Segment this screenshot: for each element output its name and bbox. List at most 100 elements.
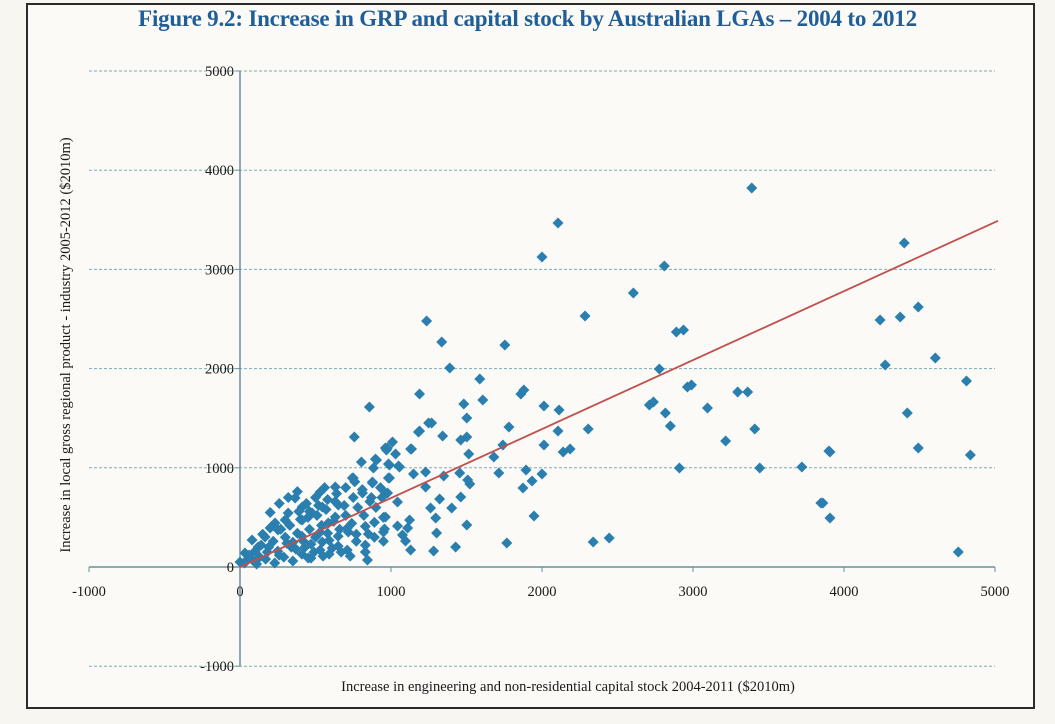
data-point <box>328 515 340 527</box>
data-point <box>414 388 426 400</box>
data-point <box>901 407 913 419</box>
data-point <box>406 443 418 455</box>
tick-labels: -1000 0 1000 2000 3000 4000 5000 -1000 0 1000 2000… <box>72 64 1009 675</box>
data-point <box>284 519 296 531</box>
data-point <box>912 442 924 454</box>
data-point <box>317 550 329 562</box>
data-point <box>368 531 380 543</box>
data-point <box>436 336 448 348</box>
x-tick-label: 1000 <box>377 584 406 600</box>
data-point <box>664 420 676 432</box>
data-point <box>603 532 615 544</box>
data-point <box>352 501 364 513</box>
data-point <box>293 505 305 517</box>
data-point <box>536 468 548 480</box>
data-point <box>299 541 311 553</box>
x-tick-label: 4000 <box>830 584 859 600</box>
data-point <box>344 550 356 562</box>
data-points <box>234 182 976 570</box>
data-point <box>412 426 424 438</box>
data-point <box>437 430 449 442</box>
data-point <box>356 484 368 496</box>
data-point <box>329 496 341 508</box>
data-point <box>815 497 827 509</box>
x-tick-label: 3000 <box>679 584 708 600</box>
data-point <box>332 530 344 542</box>
data-point <box>796 461 808 473</box>
data-point <box>444 362 456 374</box>
data-point <box>278 551 290 563</box>
y-tick-label: 5000 <box>205 64 234 80</box>
data-point <box>308 546 320 558</box>
data-point <box>282 492 294 504</box>
data-point <box>964 449 976 461</box>
data-point <box>313 499 325 511</box>
y-axis-label: Increase in local gross regional product… <box>58 137 74 552</box>
data-point <box>348 431 360 443</box>
data-point <box>393 461 405 473</box>
data-point <box>488 451 500 463</box>
data-point <box>266 520 278 532</box>
data-point <box>338 499 350 511</box>
data-point <box>538 400 550 412</box>
data-point <box>746 182 758 194</box>
data-point <box>431 527 443 539</box>
data-point <box>552 217 564 229</box>
data-point <box>359 520 371 532</box>
data-point <box>391 520 403 532</box>
data-point <box>458 398 470 410</box>
x-axis-label: Increase in engineering and non-resident… <box>341 679 795 695</box>
data-point <box>461 519 473 531</box>
data-point <box>404 514 416 526</box>
data-point <box>520 464 532 476</box>
data-point <box>493 467 505 479</box>
data-point <box>302 511 314 523</box>
data-point <box>553 404 565 416</box>
data-point <box>659 407 671 419</box>
data-point <box>363 401 375 413</box>
data-point <box>732 386 744 398</box>
data-point <box>399 535 411 547</box>
data-point <box>377 535 389 547</box>
data-point <box>405 544 417 556</box>
data-point <box>894 311 906 323</box>
data-point <box>517 482 529 494</box>
data-point <box>359 539 371 551</box>
data-point <box>282 507 294 519</box>
data-point <box>407 468 419 480</box>
data-point <box>294 513 306 525</box>
x-tick-label: 2000 <box>528 584 557 600</box>
data-point <box>450 541 462 553</box>
y-tick-label: 0 <box>227 560 234 576</box>
data-point <box>421 315 433 327</box>
data-point <box>464 478 476 490</box>
data-point <box>291 486 303 498</box>
data-point <box>381 442 393 454</box>
data-point <box>335 546 347 558</box>
data-point <box>255 539 267 551</box>
data-point <box>538 439 550 451</box>
data-point <box>263 541 275 553</box>
data-point <box>658 260 670 272</box>
data-point <box>275 523 287 535</box>
data-point <box>824 512 836 524</box>
data-point <box>340 482 352 494</box>
data-point <box>369 453 381 465</box>
data-point <box>368 516 380 528</box>
data-point <box>477 394 489 406</box>
data-point <box>311 509 323 521</box>
data-point <box>454 467 466 479</box>
data-point <box>446 502 458 514</box>
data-point <box>402 522 414 534</box>
data-point <box>387 436 399 448</box>
data-point <box>461 431 473 443</box>
data-point <box>434 493 446 505</box>
data-point <box>952 546 964 558</box>
data-point <box>246 534 258 546</box>
data-point <box>428 545 440 557</box>
x-tick-label: 0 <box>236 584 243 600</box>
data-point <box>874 314 886 326</box>
data-point <box>361 554 373 566</box>
data-point <box>355 456 367 468</box>
